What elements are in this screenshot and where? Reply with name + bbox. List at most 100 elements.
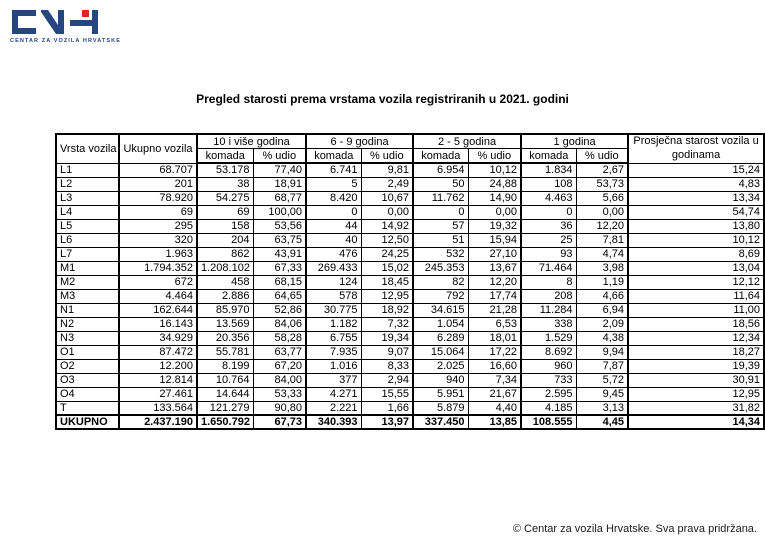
- value-cell: 31,82: [627, 400, 765, 416]
- value-cell: 0,00: [360, 204, 415, 220]
- value-cell: 7,81: [575, 232, 630, 248]
- value-cell: 53,73: [575, 176, 630, 192]
- value-cell: 133.564: [118, 400, 198, 416]
- value-cell: 78.920: [118, 190, 198, 206]
- vehicle-type-cell: T: [55, 400, 120, 416]
- value-cell: 38: [196, 176, 254, 192]
- value-cell: 10.764: [196, 372, 254, 388]
- value-cell: 77,40: [252, 162, 308, 178]
- value-cell: 2,67: [575, 162, 630, 178]
- value-cell: 1.182: [305, 316, 362, 332]
- value-cell: 11.284: [520, 302, 577, 318]
- value-cell: 8.420: [305, 190, 362, 206]
- value-cell: 87.472: [118, 344, 198, 360]
- value-cell: 1.963: [118, 246, 198, 262]
- value-cell: 67,20: [252, 358, 308, 374]
- logo-tagline: CENTAR ZA VOZILA HRVATSKE: [10, 38, 122, 44]
- table-row: L1 68.707 53.178 77,40 6.741 9,81 6.954 10,12 1.…: [55, 162, 765, 178]
- value-cell: 5.879: [412, 400, 469, 416]
- value-cell: 16,60: [467, 358, 523, 374]
- value-cell: 13,80: [627, 218, 765, 234]
- value-cell: 1.834: [520, 162, 577, 178]
- vehicle-type-cell: L3: [55, 190, 120, 206]
- sub-header-udio: % udio: [467, 148, 523, 164]
- value-cell: 320: [118, 232, 198, 248]
- value-cell: 6,53: [467, 316, 523, 332]
- value-cell: 21,28: [467, 302, 523, 318]
- col-header-ukupno-vozila: Ukupno vozila: [118, 133, 198, 164]
- value-cell: 54,74: [627, 204, 765, 220]
- table-row: O1 87.472 55.781 63,77 7.935 9,07 15.064 17,22 8…: [55, 344, 765, 360]
- value-cell: 16.143: [118, 316, 198, 332]
- value-cell: 245.353: [412, 260, 469, 276]
- value-cell: 8.692: [520, 344, 577, 360]
- value-cell: 14,92: [360, 218, 415, 234]
- value-cell: 50: [412, 176, 469, 192]
- value-cell: 13.569: [196, 316, 254, 332]
- value-cell: 69: [196, 204, 254, 220]
- value-cell: 18,92: [360, 302, 415, 318]
- value-cell: 82: [412, 274, 469, 290]
- table-row: N3 34.929 20.356 58,28 6.755 19,34 6.289 18,01 1…: [55, 330, 765, 346]
- table-row: M3 4.464 2.886 64,65 578 12,95 792 17,74 208 4,66…: [55, 288, 765, 304]
- value-cell: 121.279: [196, 400, 254, 416]
- sub-header-udio: % udio: [360, 148, 415, 164]
- value-cell: 19,34: [360, 330, 415, 346]
- sub-header-komada: komada: [412, 148, 469, 164]
- value-cell: 158: [196, 218, 254, 234]
- value-cell: 4,40: [467, 400, 523, 416]
- value-cell: 3,13: [575, 400, 630, 416]
- cvh-logo-icon: [12, 10, 98, 34]
- col-group-6-9-godina: 6 - 9 godina: [305, 133, 415, 149]
- value-cell: 21,67: [467, 386, 523, 402]
- value-cell: 18,01: [467, 330, 523, 346]
- value-cell: 5: [305, 176, 362, 192]
- sub-header-udio: % udio: [252, 148, 308, 164]
- table-row: L2 201 38 18,91 5 2,49 50 24,88 108 53,73 4,83: [55, 176, 765, 192]
- value-cell: 1.794.352: [118, 260, 198, 276]
- value-cell: 124: [305, 274, 362, 290]
- value-cell: 6.741: [305, 162, 362, 178]
- value-cell: 12,34: [627, 330, 765, 346]
- value-cell: 1.016: [305, 358, 362, 374]
- vehicle-type-cell: M2: [55, 274, 120, 290]
- value-cell: 90,80: [252, 400, 308, 416]
- value-cell: 15,02: [360, 260, 415, 276]
- value-cell: 12,95: [627, 386, 765, 402]
- value-cell: 100,00: [252, 204, 308, 220]
- value-cell: 30.775: [305, 302, 362, 318]
- value-cell: 4.463: [520, 190, 577, 206]
- value-cell: 14.644: [196, 386, 254, 402]
- vehicle-type-cell: N3: [55, 330, 120, 346]
- value-cell: 0,00: [467, 204, 523, 220]
- value-cell: 18,27: [627, 344, 765, 360]
- value-cell: 34.615: [412, 302, 469, 318]
- value-cell: 13,04: [627, 260, 765, 276]
- value-cell: 36: [520, 218, 577, 234]
- value-cell: 4,66: [575, 288, 630, 304]
- value-cell: 1.650.792: [196, 414, 254, 430]
- value-cell: 15,94: [467, 232, 523, 248]
- value-cell: 10,12: [467, 162, 523, 178]
- value-cell: 204: [196, 232, 254, 248]
- value-cell: 13,85: [467, 414, 523, 430]
- vehicle-type-cell: L6: [55, 232, 120, 248]
- value-cell: 4,45: [575, 414, 630, 430]
- value-cell: 672: [118, 274, 198, 290]
- value-cell: 13,67: [467, 260, 523, 276]
- value-cell: 2.437.190: [118, 414, 198, 430]
- value-cell: 108.555: [520, 414, 577, 430]
- value-cell: 93: [520, 246, 577, 262]
- value-cell: 68,77: [252, 190, 308, 206]
- table-row: O3 12.814 10.764 84,00 377 2,94 940 7,34 733 5,72…: [55, 372, 765, 388]
- value-cell: 17,74: [467, 288, 523, 304]
- vehicle-type-cell: L5: [55, 218, 120, 234]
- value-cell: 2.886: [196, 288, 254, 304]
- value-cell: 8,69: [627, 246, 765, 262]
- table-row: L4 69 69 100,00 0 0,00 0 0,00 0 0,00 54,74: [55, 204, 765, 220]
- value-cell: 57: [412, 218, 469, 234]
- value-cell: 2.025: [412, 358, 469, 374]
- vehicle-type-cell: L4: [55, 204, 120, 220]
- value-cell: 960: [520, 358, 577, 374]
- value-cell: 2,94: [360, 372, 415, 388]
